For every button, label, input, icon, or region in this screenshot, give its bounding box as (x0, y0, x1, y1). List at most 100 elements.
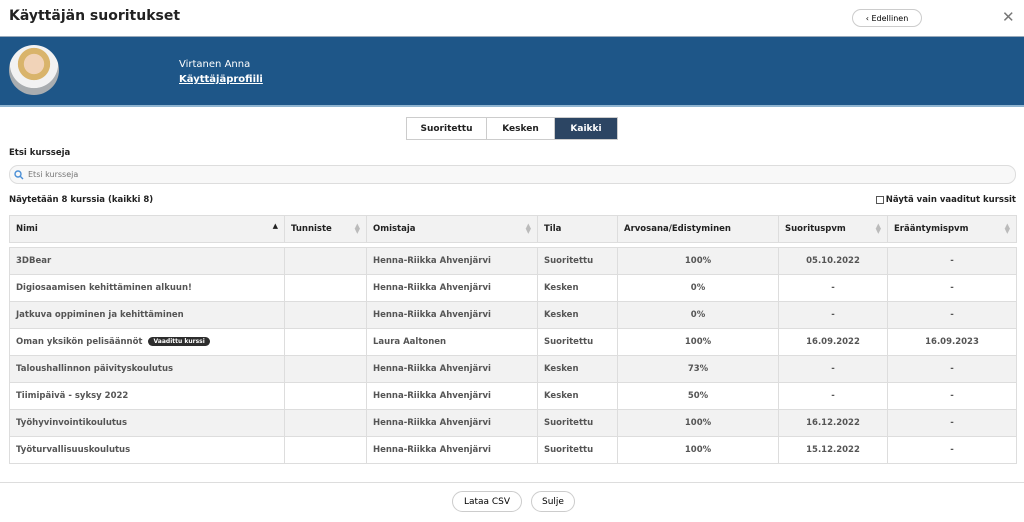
course-id (284, 274, 367, 302)
expiry-date: - (887, 247, 1017, 275)
completion-date: 16.09.2022 (778, 328, 888, 356)
table-row[interactable]: Jatkuva oppiminen ja kehittäminen Henna-R… (9, 301, 1017, 329)
close-button[interactable]: Sulje (531, 491, 575, 512)
table-row[interactable]: Työhyvinvointikoulutus Henna-Riikka Ahven… (9, 409, 1017, 437)
required-filter[interactable]: Näytä vain vaaditut kurssit (875, 195, 1016, 205)
sort-icon: ▲ ▼ (875, 222, 881, 235)
course-grade: 100% (617, 409, 779, 437)
completion-date: - (778, 355, 888, 383)
course-status: Kesken (537, 355, 618, 383)
course-status: Suoritettu (537, 247, 618, 275)
course-id (284, 355, 367, 383)
course-id (284, 328, 367, 356)
course-grade: 0% (617, 274, 779, 302)
column-arvosana: Arvosana/Edistyminen (617, 215, 779, 243)
course-owner: Henna-Riikka Ahvenjärvi (366, 355, 538, 383)
status-tabs: Suoritettu Kesken Kaikki (406, 117, 618, 140)
course-name: 3DBear (9, 247, 285, 275)
course-id (284, 382, 367, 410)
course-owner: Henna-Riikka Ahvenjärvi (366, 436, 538, 464)
completion-date: 05.10.2022 (778, 247, 888, 275)
completion-date: - (778, 274, 888, 302)
course-grade: 100% (617, 247, 779, 275)
completion-date: 15.12.2022 (778, 436, 888, 464)
user-name: Virtanen Anna (179, 59, 251, 70)
download-csv-button[interactable]: Lataa CSV (452, 491, 522, 512)
course-owner: Henna-Riikka Ahvenjärvi (366, 382, 538, 410)
table-row[interactable]: 3DBear Henna-Riikka Ahvenjärvi Suoritettu 1… (9, 247, 1017, 275)
completion-date: - (778, 382, 888, 410)
footer-divider (0, 482, 1024, 483)
course-grade: 100% (617, 328, 779, 356)
course-status: Suoritettu (537, 328, 618, 356)
user-banner: Virtanen Anna Käyttäjäprofiili (0, 36, 1024, 107)
course-owner: Henna-Riikka Ahvenjärvi (366, 247, 538, 275)
table-row[interactable]: Oman yksikön pelisäännöt Vaadittu kurssi L… (9, 328, 1017, 356)
avatar (9, 45, 59, 95)
course-name: Jatkuva oppiminen ja kehittäminen (9, 301, 285, 329)
course-owner: Laura Aaltonen (366, 328, 538, 356)
table-row[interactable]: Työturvallisuuskoulutus Henna-Riikka Ahve… (9, 436, 1017, 464)
required-filter-label: Näytä vain vaaditut kurssit (885, 195, 1016, 205)
column-eraantymispvm[interactable]: Erääntymispvm ▲ ▼ (887, 215, 1017, 243)
course-name: Oman yksikön pelisäännöt Vaadittu kurssi (9, 328, 285, 356)
expiry-date: - (887, 436, 1017, 464)
search-label: Etsi kursseja (9, 148, 71, 158)
search-field[interactable] (9, 165, 1016, 184)
sort-icon: ▲ ▼ (525, 222, 531, 235)
table-header: Nimi ▲ Tunniste ▲ ▼ Omistaja ▲ ▼ Tila Arvosan… (9, 215, 1017, 243)
course-name: Digiosaamisen kehittäminen alkuun! (9, 274, 285, 302)
required-checkbox[interactable] (875, 196, 884, 204)
result-count: Näytetään 8 kurssia (kaikki 8) (9, 195, 154, 205)
course-status: Suoritettu (537, 409, 618, 437)
course-grade: 50% (617, 382, 779, 410)
expiry-date: - (887, 301, 1017, 329)
course-status: Suoritettu (537, 436, 618, 464)
course-name: Työturvallisuuskoulutus (9, 436, 285, 464)
required-badge: Vaadittu kurssi (148, 337, 210, 346)
sort-icon: ▲ ▼ (354, 222, 360, 235)
sort-asc-icon: ▲ (272, 222, 278, 230)
course-name: Taloushallinnon päivityskoulutus (9, 355, 285, 383)
expiry-date: - (887, 274, 1017, 302)
course-id (284, 409, 367, 437)
course-id (284, 247, 367, 275)
table-row[interactable]: Digiosaamisen kehittäminen alkuun! Henna-… (9, 274, 1017, 302)
expiry-date: 16.09.2023 (887, 328, 1017, 356)
expiry-date: - (887, 382, 1017, 410)
search-icon (14, 169, 24, 179)
course-status: Kesken (537, 301, 618, 329)
search-input[interactable] (28, 170, 928, 179)
sort-icon: ▲ ▼ (1004, 222, 1010, 235)
table-row[interactable]: Taloushallinnon päivityskoulutus Henna-Ri… (9, 355, 1017, 383)
course-grade: 100% (617, 436, 779, 464)
tab-kaikki[interactable]: Kaikki (555, 118, 617, 139)
completion-date: - (778, 301, 888, 329)
table-row[interactable]: Tiimipäivä - syksy 2022 Henna-Riikka Ahve… (9, 382, 1017, 410)
course-name: Työhyvinvointikoulutus (9, 409, 285, 437)
course-owner: Henna-Riikka Ahvenjärvi (366, 274, 538, 302)
course-name: Tiimipäivä - syksy 2022 (9, 382, 285, 410)
expiry-date: - (887, 355, 1017, 383)
course-grade: 73% (617, 355, 779, 383)
tab-suoritettu[interactable]: Suoritettu (407, 118, 487, 139)
column-omistaja[interactable]: Omistaja ▲ ▼ (366, 215, 538, 243)
previous-button[interactable]: ‹ Edellinen (852, 9, 922, 27)
course-status: Kesken (537, 274, 618, 302)
course-id (284, 301, 367, 329)
user-profile-link[interactable]: Käyttäjäprofiili (179, 74, 263, 85)
column-nimi[interactable]: Nimi ▲ (9, 215, 285, 243)
course-status: Kesken (537, 382, 618, 410)
close-icon[interactable]: ✕ (1002, 8, 1015, 26)
tab-kesken[interactable]: Kesken (487, 118, 555, 139)
course-id (284, 436, 367, 464)
course-grade: 0% (617, 301, 779, 329)
completion-date: 16.12.2022 (778, 409, 888, 437)
column-tila: Tila (537, 215, 618, 243)
courses-table: 3DBear Henna-Riikka Ahvenjärvi Suoritettu 1… (9, 247, 1017, 464)
expiry-date: - (887, 409, 1017, 437)
column-tunniste[interactable]: Tunniste ▲ ▼ (284, 215, 367, 243)
course-owner: Henna-Riikka Ahvenjärvi (366, 301, 538, 329)
course-owner: Henna-Riikka Ahvenjärvi (366, 409, 538, 437)
column-suorituspvm[interactable]: Suorituspvm ▲ ▼ (778, 215, 888, 243)
